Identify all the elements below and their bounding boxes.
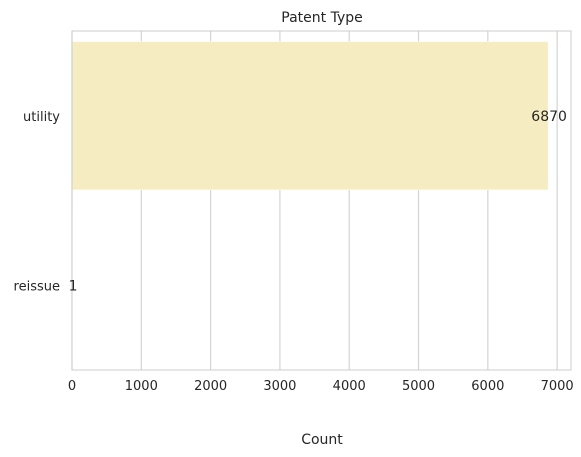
y-tick-labels: utility reissue: [14, 110, 61, 295]
y-tick-label: reissue: [14, 279, 60, 294]
x-tick-label: 0: [68, 379, 76, 394]
x-tick-label: 1000: [125, 379, 158, 394]
x-tick-label: 3000: [263, 379, 296, 394]
x-tick-label: 4000: [333, 379, 366, 394]
bar-utility: [72, 42, 548, 190]
x-tick-label: 5000: [402, 379, 435, 394]
x-tick-label: 6000: [471, 379, 504, 394]
data-label: 1: [69, 278, 78, 294]
x-tick-label: 7000: [541, 379, 574, 394]
data-label: 6870: [531, 109, 567, 125]
x-tick-labels: 0 1000 2000 3000 4000 5000 6000 7000: [68, 379, 574, 394]
x-tick-label: 2000: [194, 379, 227, 394]
y-tick-label: utility: [23, 110, 60, 125]
bars: [72, 42, 548, 360]
x-axis-label: Count: [301, 432, 343, 448]
chart-title: Patent Type: [281, 10, 362, 26]
